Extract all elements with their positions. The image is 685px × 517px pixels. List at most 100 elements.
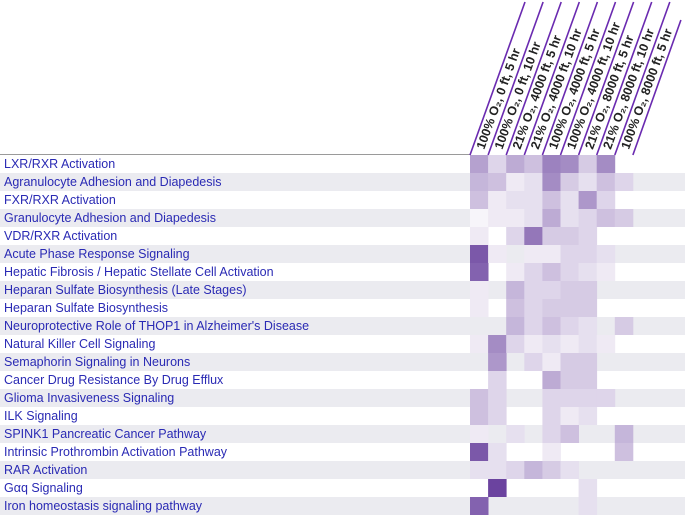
pathway-label[interactable]: Hepatic Fibrosis / Hepatic Stellate Cell… (4, 265, 274, 279)
pathway-label[interactable]: ILK Signaling (4, 409, 78, 423)
pathway-label[interactable]: Heparan Sulfate Biosynthesis (Late Stage… (4, 283, 247, 297)
heatmap-cell[interactable] (578, 335, 598, 353)
heatmap-cell[interactable] (524, 281, 543, 299)
heatmap-cell[interactable] (560, 191, 580, 209)
heatmap-cell[interactable] (470, 443, 489, 461)
heatmap-cell[interactable] (560, 461, 580, 479)
heatmap-cell[interactable] (542, 263, 561, 281)
heatmap-cell[interactable] (506, 263, 525, 281)
heatmap-cell[interactable] (542, 191, 561, 209)
heatmap-cell[interactable] (470, 263, 489, 281)
heatmap-cell[interactable] (542, 353, 561, 371)
heatmap-cell[interactable] (470, 155, 489, 173)
pathway-label[interactable]: Acute Phase Response Signaling (4, 247, 190, 261)
heatmap-cell[interactable] (506, 425, 525, 443)
heatmap-cell[interactable] (560, 353, 580, 371)
heatmap-cell[interactable] (578, 389, 598, 407)
heatmap-cell[interactable] (578, 407, 598, 425)
pathway-label[interactable]: RAR Activation (4, 463, 88, 477)
heatmap-cell[interactable] (488, 191, 507, 209)
heatmap-cell[interactable] (578, 353, 598, 371)
pathway-label[interactable]: FXR/RXR Activation (4, 193, 116, 207)
heatmap-cell[interactable] (542, 155, 561, 173)
heatmap-cell[interactable] (542, 407, 561, 425)
heatmap-cell[interactable] (560, 209, 580, 227)
heatmap-cell[interactable] (470, 407, 489, 425)
heatmap-cell[interactable] (560, 335, 580, 353)
pathway-label[interactable]: Cancer Drug Resistance By Drug Efflux (4, 373, 224, 387)
heatmap-cell[interactable] (560, 281, 580, 299)
heatmap-cell[interactable] (524, 353, 543, 371)
heatmap-cell[interactable] (524, 227, 543, 245)
heatmap-cell[interactable] (542, 245, 561, 263)
pathway-label[interactable]: Agranulocyte Adhesion and Diapedesis (4, 175, 222, 189)
pathway-label[interactable]: Granulocyte Adhesion and Diapedesis (4, 211, 216, 225)
heatmap-cell[interactable] (596, 335, 616, 353)
heatmap-cell[interactable] (542, 209, 561, 227)
heatmap-cell[interactable] (578, 281, 598, 299)
heatmap-cell[interactable] (560, 155, 580, 173)
heatmap-cell[interactable] (470, 209, 489, 227)
heatmap-cell[interactable] (506, 281, 525, 299)
pathway-label[interactable]: Glioma Invasiveness Signaling (4, 391, 175, 405)
pathway-label[interactable]: SPINK1 Pancreatic Cancer Pathway (4, 427, 207, 441)
pathway-label[interactable]: Semaphorin Signaling in Neurons (4, 355, 191, 369)
heatmap-cell[interactable] (578, 317, 598, 335)
heatmap-cell[interactable] (524, 299, 543, 317)
heatmap-cell[interactable] (488, 443, 507, 461)
heatmap-cell[interactable] (506, 173, 525, 191)
heatmap-cell[interactable] (542, 389, 561, 407)
heatmap-cell[interactable] (488, 389, 507, 407)
heatmap-cell[interactable] (578, 173, 598, 191)
pathway-label[interactable]: Gαq Signaling (4, 481, 83, 495)
heatmap-cell[interactable] (578, 155, 598, 173)
heatmap-cell[interactable] (470, 461, 489, 479)
pathway-label[interactable]: Iron homeostasis signaling pathway (4, 499, 203, 513)
heatmap-cell[interactable] (614, 209, 634, 227)
heatmap-cell[interactable] (488, 173, 507, 191)
heatmap-cell[interactable] (560, 371, 580, 389)
heatmap-cell[interactable] (470, 497, 489, 515)
heatmap-cell[interactable] (542, 299, 561, 317)
heatmap-cell[interactable] (560, 389, 580, 407)
heatmap-cell[interactable] (470, 191, 489, 209)
heatmap-cell[interactable] (488, 479, 507, 497)
heatmap-cell[interactable] (596, 173, 616, 191)
heatmap-cell[interactable] (524, 209, 543, 227)
heatmap-cell[interactable] (542, 461, 561, 479)
heatmap-cell[interactable] (614, 317, 634, 335)
heatmap-cell[interactable] (596, 191, 616, 209)
heatmap-cell[interactable] (560, 245, 580, 263)
heatmap-cell[interactable] (506, 299, 525, 317)
heatmap-cell[interactable] (560, 425, 580, 443)
heatmap-cell[interactable] (524, 263, 543, 281)
pathway-label[interactable]: Intrinsic Prothrombin Activation Pathway (4, 445, 228, 459)
heatmap-cell[interactable] (488, 461, 507, 479)
heatmap-cell[interactable] (578, 209, 598, 227)
heatmap-cell[interactable] (524, 335, 543, 353)
heatmap-cell[interactable] (614, 443, 634, 461)
heatmap-cell[interactable] (578, 479, 598, 497)
heatmap-cell[interactable] (542, 443, 561, 461)
heatmap-cell[interactable] (506, 335, 525, 353)
heatmap-cell[interactable] (578, 227, 598, 245)
heatmap-cell[interactable] (542, 371, 561, 389)
heatmap-cell[interactable] (488, 353, 507, 371)
pathway-label[interactable]: LXR/RXR Activation (4, 157, 116, 171)
heatmap-cell[interactable] (470, 335, 489, 353)
heatmap-cell[interactable] (542, 317, 561, 335)
heatmap-cell[interactable] (488, 155, 507, 173)
heatmap-cell[interactable] (578, 371, 598, 389)
pathway-label[interactable]: VDR/RXR Activation (4, 229, 118, 243)
heatmap-cell[interactable] (488, 335, 507, 353)
heatmap-cell[interactable] (470, 173, 489, 191)
heatmap-cell[interactable] (470, 245, 489, 263)
heatmap-cell[interactable] (488, 371, 507, 389)
heatmap-cell[interactable] (596, 155, 616, 173)
heatmap-cell[interactable] (596, 209, 616, 227)
heatmap-cell[interactable] (524, 245, 543, 263)
heatmap-cell[interactable] (506, 461, 525, 479)
heatmap-cell[interactable] (578, 299, 598, 317)
heatmap-cell[interactable] (470, 227, 489, 245)
pathway-label[interactable]: Neuroprotective Role of THOP1 in Alzheim… (4, 319, 310, 333)
